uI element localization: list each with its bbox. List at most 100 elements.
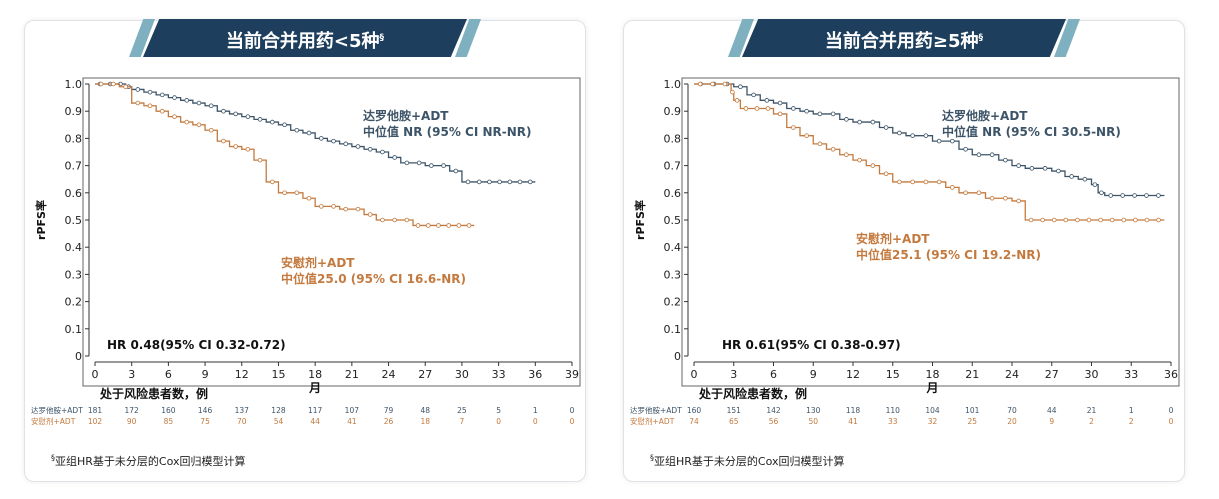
censor-mark: [817, 141, 823, 147]
censor-mark: [392, 217, 397, 223]
censor-mark: [497, 179, 502, 185]
censor-mark: [804, 133, 809, 138]
x-tick-label: 24: [382, 368, 396, 381]
risk-count: 142: [766, 406, 781, 415]
censor-mark: [963, 190, 968, 196]
risk-count: 137: [235, 406, 250, 415]
risk-count: 110: [886, 406, 901, 415]
censor-mark: [743, 106, 749, 111]
risk-count: 44: [1047, 406, 1057, 415]
risk-row-label: 达罗他胺+ADT: [31, 405, 83, 415]
legend-darolutamide-name: 达罗他胺+ADT: [942, 108, 1028, 123]
legend-darolutamide-name: 达罗他胺+ADT: [363, 108, 449, 123]
censor-mark: [734, 98, 740, 103]
censor-mark: [1003, 195, 1008, 201]
x-tick-label: 12: [235, 368, 249, 381]
censor-mark: [1016, 198, 1021, 204]
risk-row-label: 安慰剂+ADT: [630, 416, 675, 426]
risk-count: 181: [88, 406, 103, 415]
censor-mark: [730, 89, 735, 95]
censor-mark: [318, 136, 324, 141]
risk-count: 44: [310, 417, 320, 426]
banner-background: [742, 19, 1066, 57]
censor-mark: [436, 223, 441, 228]
panel-title-banner: 当前合并用药<5种§: [129, 19, 481, 57]
censor-mark: [487, 179, 492, 185]
y-axis-label: rPFS率: [633, 200, 647, 240]
censor-mark: [159, 108, 165, 114]
y-tick-label: 0.6: [664, 187, 682, 200]
risk-count: 7: [460, 417, 465, 426]
censor-mark: [754, 106, 760, 111]
censor-mark: [282, 190, 287, 196]
risk-count: 21: [1087, 406, 1097, 415]
risk-count: 160: [161, 406, 176, 415]
risk-count: 107: [345, 406, 360, 415]
risk-row-label: 达罗他胺+ADT: [630, 405, 682, 415]
censor-mark: [963, 146, 968, 152]
censor-mark: [343, 141, 349, 147]
x-tick-label: 27: [418, 368, 432, 381]
y-tick-label: 0.7: [664, 160, 682, 173]
censor-mark: [1092, 182, 1098, 187]
censor-mark: [870, 119, 876, 125]
censor-mark: [331, 138, 336, 144]
risk-count: 0: [533, 417, 538, 426]
x-tick-label: 6: [770, 368, 777, 381]
legend-darolutamide-median: 中位值 NR (95% CI 30.5-NR): [942, 124, 1121, 139]
y-tick-label: 0.8: [65, 132, 83, 145]
censor-mark: [257, 117, 263, 122]
x-tick-label: 3: [128, 368, 135, 381]
censor-mark: [318, 204, 324, 209]
y-tick-label: 0.9: [65, 105, 83, 118]
censor-mark: [367, 146, 373, 152]
y-tick-label: 0: [674, 350, 681, 363]
censor-mark: [936, 138, 942, 144]
censor-mark: [830, 111, 836, 117]
x-tick-label: 30: [455, 368, 469, 381]
risk-count: 0: [1169, 417, 1174, 426]
censor-mark: [777, 111, 783, 117]
legend-placebo-name: 安慰剂+ADT: [281, 255, 355, 270]
risk-count: 75: [200, 417, 210, 426]
censor-mark: [1144, 193, 1149, 198]
censor-mark: [1016, 163, 1021, 168]
risk-count: 130: [806, 406, 821, 415]
hazard-ratio-text: HR 0.48(95% CI 0.32-0.72): [107, 338, 286, 352]
censor-mark: [466, 223, 472, 228]
x-tick-label: 27: [1045, 368, 1059, 381]
risk-table-title: 处于风险患者数，例: [698, 386, 807, 401]
censor-mark: [233, 111, 238, 117]
risk-count: 118: [846, 406, 861, 415]
risk-count: 90: [127, 417, 137, 426]
risk-count: 26: [384, 417, 394, 426]
censor-mark: [791, 106, 796, 111]
footnote: §亚组HR基于未分层的Cox回归模型计算: [51, 453, 246, 468]
censor-mark: [172, 95, 177, 100]
risk-count: 85: [164, 417, 174, 426]
censor-mark: [791, 125, 796, 130]
risk-count: 102: [88, 417, 103, 426]
risk-count: 160: [687, 406, 702, 415]
censor-mark: [425, 223, 431, 228]
censor-mark: [910, 133, 915, 138]
censor-mark: [1075, 217, 1080, 223]
censor-mark: [245, 146, 251, 152]
risk-count: 151: [727, 406, 742, 415]
censor-mark: [804, 108, 809, 114]
censor-mark: [765, 106, 771, 111]
censor-mark: [507, 179, 513, 185]
censor-mark: [764, 98, 770, 103]
censor-mark: [135, 87, 141, 92]
risk-count: 50: [808, 417, 818, 426]
censor-mark: [306, 195, 312, 201]
x-tick-label: 15: [271, 368, 285, 381]
km-panel-left: 当前合并用药<5种§ 0 0.1 0.2 0.3 0.4 0.5 0.6 0.7 0.8 0.9 1…: [24, 19, 586, 482]
censor-mark: [416, 160, 422, 166]
risk-count: 79: [384, 406, 394, 415]
censor-mark: [777, 100, 783, 106]
y-tick-label: 0.4: [65, 241, 83, 254]
censor-mark: [453, 168, 459, 174]
risk-count: 117: [308, 406, 323, 415]
risk-count: 65: [729, 417, 739, 426]
